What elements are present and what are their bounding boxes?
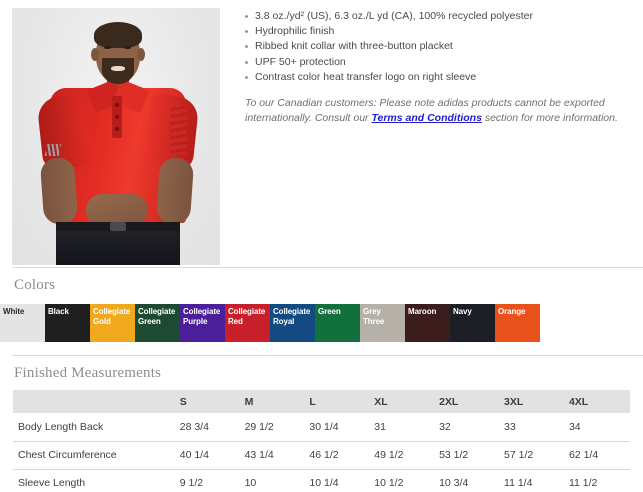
cell-4xl: 62 1/4: [564, 441, 630, 470]
finished-measurements-table: S M L XL 2XL 3XL 4XL Body Length Back 28…: [13, 390, 630, 492]
cell-3xl: 11 1/4: [500, 469, 565, 492]
adidas-logo-icon: [44, 144, 62, 156]
swatch-label: Green: [318, 307, 341, 316]
row-label: Chest Circumference: [13, 441, 176, 470]
placket-button-3: [115, 127, 119, 131]
cell-2xl: 32: [435, 413, 501, 442]
model-eye-left: [104, 46, 111, 49]
product-photo[interactable]: [12, 8, 220, 265]
list-item: Ribbed knit collar with three-button pla…: [245, 39, 633, 54]
cell-3xl: 57 1/2: [500, 441, 565, 470]
product-image-container: [0, 0, 230, 265]
color-swatch-collegiate-red[interactable]: Collegiate Red: [225, 304, 270, 342]
feature-bullet-list: 3.8 oz./yd² (US), 6.3 oz./L yd (CA), 100…: [230, 9, 643, 85]
cell-xl: 10 1/2: [370, 469, 436, 492]
measurements-divider: [12, 355, 643, 356]
measurements-heading: Finished Measurements: [14, 365, 162, 381]
swatch-label: White: [3, 307, 25, 316]
swatch-label: Collegiate Royal: [273, 307, 311, 326]
color-swatch-green[interactable]: Green: [315, 304, 360, 342]
color-swatch-collegiate-royal[interactable]: Collegiate Royal: [270, 304, 315, 342]
column-header-blank: [13, 390, 176, 413]
model-beard: [102, 58, 134, 84]
terms-and-conditions-link[interactable]: Terms and Conditions: [371, 111, 482, 124]
color-swatch-navy[interactable]: Navy: [450, 304, 495, 342]
cell-2xl: 10 3/4: [435, 469, 501, 492]
cell-xl: 31: [370, 413, 436, 442]
color-swatch-black[interactable]: Black: [45, 304, 90, 342]
list-item: Hydrophilic finish: [245, 24, 633, 39]
swatch-label: Collegiate Gold: [93, 307, 131, 326]
cell-2xl: 53 1/2: [435, 441, 501, 470]
cell-xl: 49 1/2: [370, 441, 436, 470]
model-eye-right: [124, 46, 131, 49]
colors-heading: Colors: [14, 277, 56, 293]
column-header-2xl: 2XL: [435, 390, 501, 413]
table-row: Sleeve Length 9 1/2 10 10 1/4 10 1/2 10 …: [13, 469, 630, 492]
color-swatch-collegiate-gold[interactable]: Collegiate Gold: [90, 304, 135, 342]
cell-s: 28 3/4: [175, 413, 241, 442]
cell-s: 9 1/2: [175, 469, 241, 492]
placket-button-1: [115, 103, 119, 107]
model-hair: [94, 22, 142, 48]
model-mouth: [111, 66, 125, 71]
color-swatch-orange[interactable]: Orange: [495, 304, 540, 342]
cell-s: 40 1/4: [175, 441, 241, 470]
color-swatch-collegiate-green[interactable]: Collegiate Green: [135, 304, 180, 342]
colors-divider: [12, 267, 643, 268]
color-swatch-grey-three[interactable]: Grey Three: [360, 304, 405, 342]
cell-l: 46 1/2: [305, 441, 371, 470]
model-hands: [86, 194, 148, 226]
swatch-label: Black: [48, 307, 69, 316]
model-arm-right: [155, 156, 195, 226]
model-ear-right: [137, 48, 145, 61]
swatch-label: Collegiate Green: [138, 307, 176, 326]
note-text-before-link: To our Canadian customers: Please note a…: [245, 97, 605, 124]
cell-l: 10 1/4: [305, 469, 371, 492]
column-header-3xl: 3XL: [500, 390, 565, 413]
swatch-label: Navy: [453, 307, 472, 316]
column-header-l: L: [305, 390, 371, 413]
swatch-label: Orange: [498, 307, 526, 316]
row-label: Body Length Back: [13, 413, 176, 442]
cell-m: 43 1/4: [240, 441, 306, 470]
swatch-label: Collegiate Red: [228, 307, 266, 326]
measurements-section: Finished Measurements S M L XL 2XL 3XL 4…: [0, 355, 643, 492]
table-row: Chest Circumference 40 1/4 43 1/4 46 1/2…: [13, 441, 630, 470]
color-swatch-row: White Black Collegiate Gold Collegiate G…: [0, 304, 643, 342]
column-header-4xl: 4XL: [564, 390, 630, 413]
list-item: Contrast color heat transfer logo on rig…: [245, 70, 633, 85]
cell-3xl: 33: [500, 413, 565, 442]
swatch-label: Grey Three: [363, 307, 385, 326]
column-header-s: S: [175, 390, 241, 413]
table-header-row: S M L XL 2XL 3XL 4XL: [13, 390, 630, 413]
row-label: Sleeve Length: [13, 469, 176, 492]
column-header-m: M: [240, 390, 306, 413]
product-overview-section: 3.8 oz./yd² (US), 6.3 oz./L yd (CA), 100…: [0, 0, 643, 265]
product-features: 3.8 oz./yd² (US), 6.3 oz./L yd (CA), 100…: [230, 0, 643, 125]
color-swatch-white[interactable]: White: [0, 304, 45, 342]
note-text-after-link: section for more information.: [481, 111, 618, 124]
table-row: Body Length Back 28 3/4 29 1/2 30 1/4 31…: [13, 413, 630, 442]
model-arm-left: [39, 156, 79, 226]
list-item: UPF 50+ protection: [245, 55, 633, 70]
cell-l: 30 1/4: [305, 413, 371, 442]
column-header-xl: XL: [370, 390, 436, 413]
cell-4xl: 34: [564, 413, 630, 442]
color-swatch-maroon[interactable]: Maroon: [405, 304, 450, 342]
cell-m: 29 1/2: [240, 413, 306, 442]
color-swatch-collegiate-purple[interactable]: Collegiate Purple: [180, 304, 225, 342]
belt-buckle: [110, 222, 126, 231]
swatch-label: Maroon: [408, 307, 437, 316]
polo-shoulder-stripes: [170, 104, 186, 154]
swatch-label: Collegiate Purple: [183, 307, 221, 326]
cell-m: 10: [240, 469, 306, 492]
placket-button-2: [115, 115, 119, 119]
cell-4xl: 11 1/2: [564, 469, 630, 492]
colors-section: Colors White Black Collegiate Gold Colle…: [0, 267, 643, 342]
model-ear-left: [91, 48, 99, 61]
list-item: 3.8 oz./yd² (US), 6.3 oz./L yd (CA), 100…: [245, 9, 633, 24]
canadian-customers-note: To our Canadian customers: Please note a…: [245, 96, 631, 125]
